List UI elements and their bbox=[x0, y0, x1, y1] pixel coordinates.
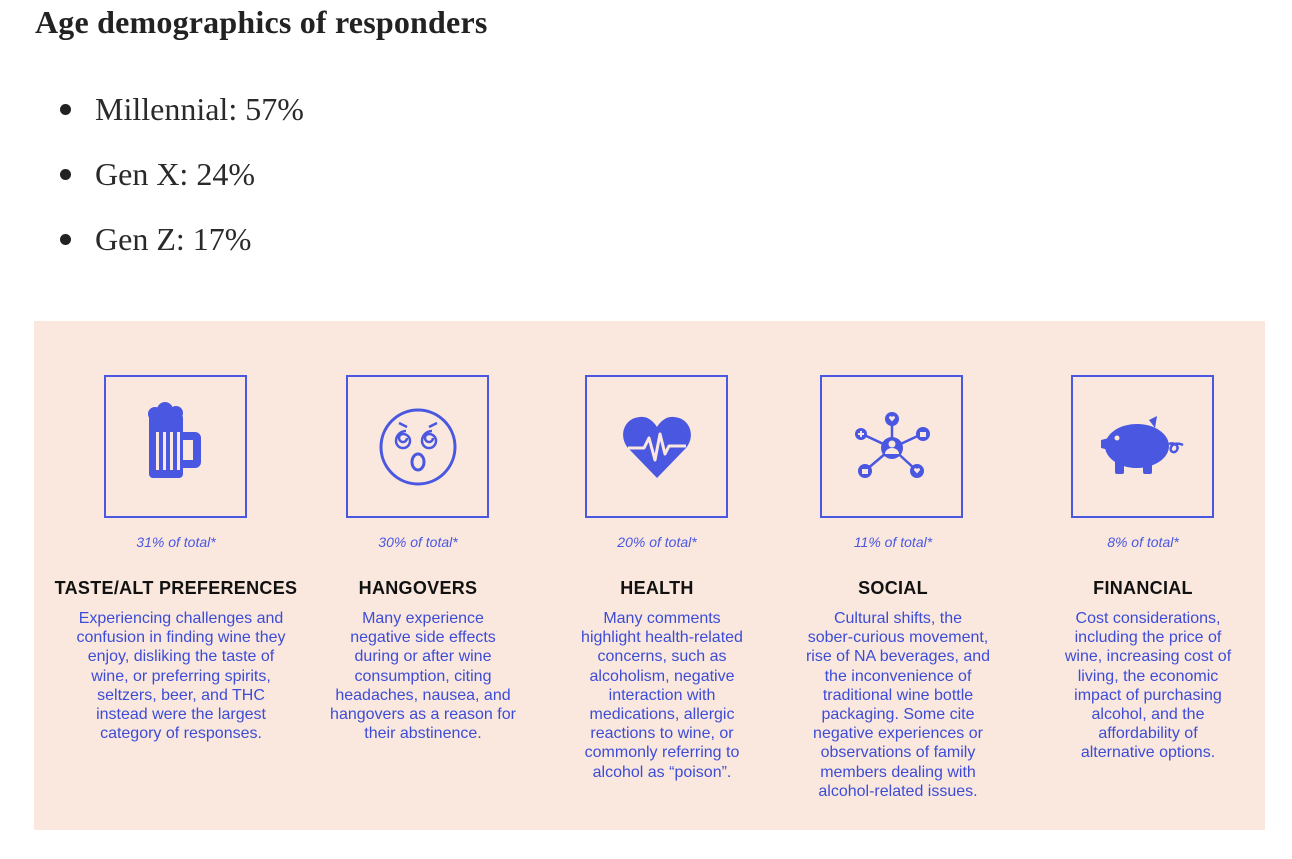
desc-line: commonly referring to bbox=[584, 744, 740, 762]
desc-line: concerns, such as bbox=[597, 648, 727, 666]
bullet-icon bbox=[60, 104, 71, 115]
list-item: Gen Z: 17% bbox=[58, 218, 304, 283]
icon-frame bbox=[820, 375, 963, 518]
desc-line: rise of NA beverages, and bbox=[805, 648, 991, 666]
desc-line: their abstinence. bbox=[364, 725, 482, 743]
reasons-panel: 31% of total* TASTE/ALT PREFERENCES Expe… bbox=[34, 321, 1265, 830]
desc-line: members dealing with bbox=[820, 763, 976, 781]
category-title: TASTE/ALT PREFERENCES bbox=[54, 578, 298, 598]
desc-line: including the price of bbox=[1074, 629, 1222, 647]
desc-line: alcohol-related issues. bbox=[818, 782, 978, 800]
icon-frame bbox=[346, 375, 489, 518]
desc-line: Cultural shifts, the bbox=[833, 610, 963, 627]
desc-line: observations of family bbox=[820, 744, 976, 762]
category-title: HANGOVERS bbox=[358, 578, 478, 598]
percent-label: 8% of total* bbox=[1107, 534, 1179, 550]
desc-line: confusion in finding wine they bbox=[76, 629, 286, 647]
desc-line: negative side effects bbox=[350, 629, 496, 647]
desc-line: hangovers as a reason for bbox=[330, 706, 516, 724]
category-description: Cultural shifts, the sober-curious movem… bbox=[768, 609, 1028, 801]
percent-label: 11% of total* bbox=[853, 534, 933, 550]
desc-line: alternative options. bbox=[1080, 744, 1216, 762]
desc-line: highlight health-related bbox=[581, 629, 743, 647]
category-description: Many experience negative side effects du… bbox=[293, 609, 553, 743]
category-title: HEALTH bbox=[620, 578, 694, 598]
desc-line: affordability of bbox=[1098, 725, 1198, 743]
list-item: Millennial: 57% bbox=[58, 88, 304, 153]
desc-line: instead were the largest bbox=[96, 706, 266, 724]
category-description: Many comments highlight health-related c… bbox=[532, 609, 792, 782]
desc-line: enjoy, disliking the taste of bbox=[87, 648, 275, 666]
icon-frame bbox=[585, 375, 728, 518]
desc-line: impact of purchasing bbox=[1074, 686, 1222, 704]
dizzy-face-icon bbox=[379, 408, 456, 485]
icon-frame bbox=[104, 375, 247, 518]
desc-line: negative experiences or bbox=[813, 725, 983, 743]
desc-line: interaction with bbox=[608, 686, 716, 704]
category-title: FINANCIAL bbox=[1093, 578, 1193, 598]
list-item: Gen X: 24% bbox=[58, 153, 304, 218]
percent-label: 31% of total* bbox=[136, 534, 216, 550]
desc-line: the inconvenience of bbox=[824, 667, 972, 685]
piggy-bank-icon bbox=[1100, 415, 1184, 474]
category-description: Experiencing challenges and confusion in… bbox=[51, 609, 311, 743]
percent-label: 30% of total* bbox=[378, 534, 458, 550]
desc-line: alcoholism, negative bbox=[589, 667, 735, 685]
desc-line: headaches, nausea, and bbox=[335, 686, 511, 704]
desc-line: category of responses. bbox=[100, 725, 262, 743]
desc-line: alcohol as “poison”. bbox=[592, 763, 732, 781]
desc-line: medications, allergic bbox=[589, 706, 735, 724]
social-network-icon bbox=[854, 411, 930, 478]
desc-line: living, the economic bbox=[1077, 667, 1219, 685]
category-description: Cost considerations, including the price… bbox=[1018, 609, 1278, 763]
bullet-icon bbox=[60, 169, 71, 180]
desc-line: Cost considerations, bbox=[1075, 610, 1221, 627]
category-title: SOCIAL bbox=[858, 578, 928, 598]
desc-line: Many experience bbox=[362, 610, 484, 627]
age-demographics-list: Millennial: 57% Gen X: 24% Gen Z: 17% bbox=[58, 88, 304, 283]
bullet-icon bbox=[60, 234, 71, 245]
page-title: Age demographics of responders bbox=[35, 4, 488, 40]
desc-line: wine, increasing cost of bbox=[1064, 648, 1232, 666]
desc-line: Many comments bbox=[603, 610, 721, 627]
percent-label: 20% of total* bbox=[617, 534, 697, 550]
icon-frame bbox=[1071, 375, 1214, 518]
desc-line: consumption, citing bbox=[354, 667, 492, 685]
desc-line: seltzers, beer, and THC bbox=[97, 686, 265, 704]
desc-line: alcohol, and the bbox=[1091, 706, 1205, 724]
desc-line: traditional wine bottle bbox=[822, 686, 974, 704]
desc-line: sober-curious movement, bbox=[807, 629, 989, 647]
beer-mug-icon bbox=[147, 401, 201, 478]
desc-line: packaging. Some cite bbox=[821, 706, 975, 724]
age-label: Gen X: 24% bbox=[95, 156, 255, 192]
age-label: Gen Z: 17% bbox=[95, 221, 252, 257]
age-label: Millennial: 57% bbox=[95, 91, 304, 127]
desc-line: Experiencing challenges and bbox=[78, 610, 284, 627]
desc-line: during or after wine bbox=[354, 648, 492, 666]
desc-line: wine, or preferring spirits, bbox=[91, 667, 271, 685]
heartbeat-icon bbox=[622, 416, 691, 478]
desc-line: reactions to wine, or bbox=[590, 725, 734, 743]
